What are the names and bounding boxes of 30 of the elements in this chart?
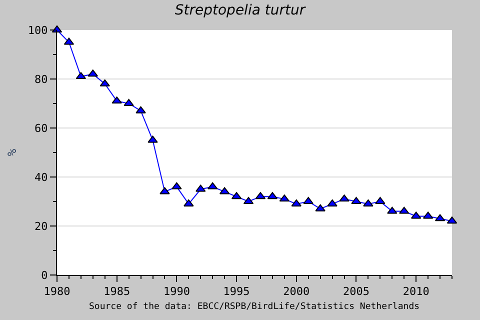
source-note: Source of the data: EBCC/RSPB/BirdLife/Statistics Netherlands: [89, 302, 420, 312]
point: [399, 206, 410, 214]
point: [363, 199, 374, 206]
y-tick-label: 0: [41, 268, 48, 282]
point: [136, 106, 146, 114]
point: [160, 187, 170, 194]
x-tick-label: 1980: [44, 285, 70, 298]
point: [196, 184, 206, 192]
y-axis-title: %: [5, 148, 20, 156]
point: [315, 204, 326, 212]
point: [184, 199, 194, 206]
y-tick-label: 60: [34, 122, 48, 135]
y-tick-label: 40: [34, 170, 48, 184]
x-tick-label: 2005: [342, 285, 370, 298]
y-tick-label: 80: [34, 72, 48, 86]
point: [112, 96, 122, 104]
point: [172, 182, 182, 190]
x-tick-label: 1990: [163, 285, 190, 298]
x-tick-label: 2010: [402, 285, 430, 298]
point: [327, 199, 338, 206]
x-tick-label: 1985: [104, 285, 130, 298]
y-tick-label: 100: [28, 24, 48, 37]
point: [387, 206, 398, 214]
x-tick-label: 1995: [223, 285, 250, 298]
x-tick-label: 2000: [283, 285, 310, 298]
point: [148, 136, 158, 143]
y-tick-label: 20: [34, 220, 48, 233]
chart-title: Streptopelia turtur: [174, 2, 306, 19]
point: [100, 79, 110, 86]
point: [339, 194, 350, 202]
